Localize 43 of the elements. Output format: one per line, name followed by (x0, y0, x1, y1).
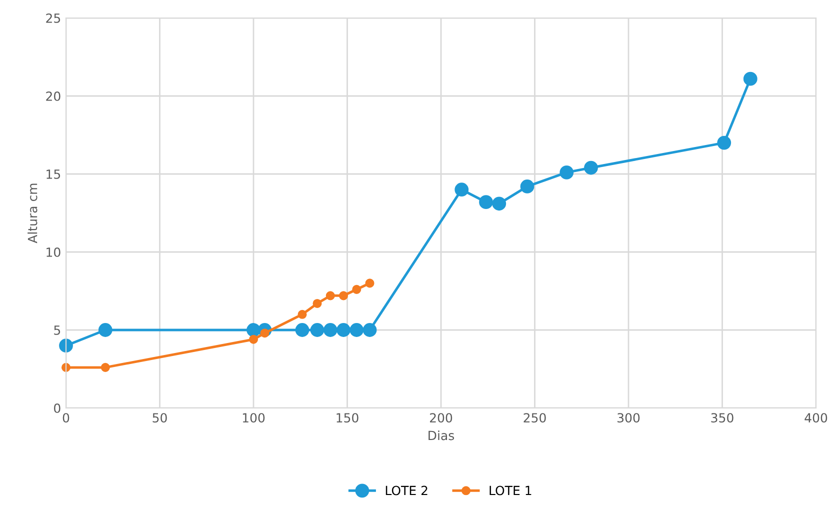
y-tick-label: 0 (54, 403, 60, 413)
legend-label: LOTE 1 (490, 486, 532, 496)
x-tick-label: 250 (524, 413, 546, 423)
point (479, 195, 493, 210)
point (350, 323, 364, 337)
x-tick-label: 100 (242, 413, 265, 423)
point (560, 165, 574, 180)
y-tick-label: 15 (46, 170, 60, 179)
point (295, 323, 310, 337)
y-axis-title: Altura cm (28, 184, 38, 244)
point (520, 180, 534, 194)
point (59, 338, 73, 353)
y-tick-label: 25 (46, 13, 60, 23)
point (352, 284, 362, 294)
point (743, 72, 758, 86)
point (338, 291, 348, 300)
point (492, 196, 506, 211)
point (365, 278, 374, 288)
x-tick-label: 350 (711, 413, 734, 423)
point (100, 362, 110, 372)
x-tick-label: 150 (336, 413, 358, 423)
point (326, 291, 335, 300)
x-axis-title: Dias (428, 430, 454, 440)
point (584, 160, 598, 175)
point (717, 136, 732, 150)
y-tick-label: 20 (46, 91, 60, 101)
point (336, 323, 350, 337)
legend-label: LOTE 2 (386, 486, 428, 496)
x-tick-label: 400 (804, 413, 828, 423)
point (323, 323, 338, 337)
x-tick-label: 50 (152, 413, 167, 423)
point (248, 334, 258, 344)
y-tick-label: 5 (54, 326, 60, 335)
point (310, 323, 324, 337)
x-tick-label: 200 (430, 413, 452, 423)
x-tick-label: 300 (618, 413, 640, 423)
point (362, 323, 377, 337)
point (98, 323, 112, 337)
point (298, 310, 307, 319)
point (312, 298, 322, 308)
x-tick-label: 0 (62, 413, 70, 423)
point (454, 182, 469, 197)
y-tick-label: 10 (46, 247, 60, 257)
